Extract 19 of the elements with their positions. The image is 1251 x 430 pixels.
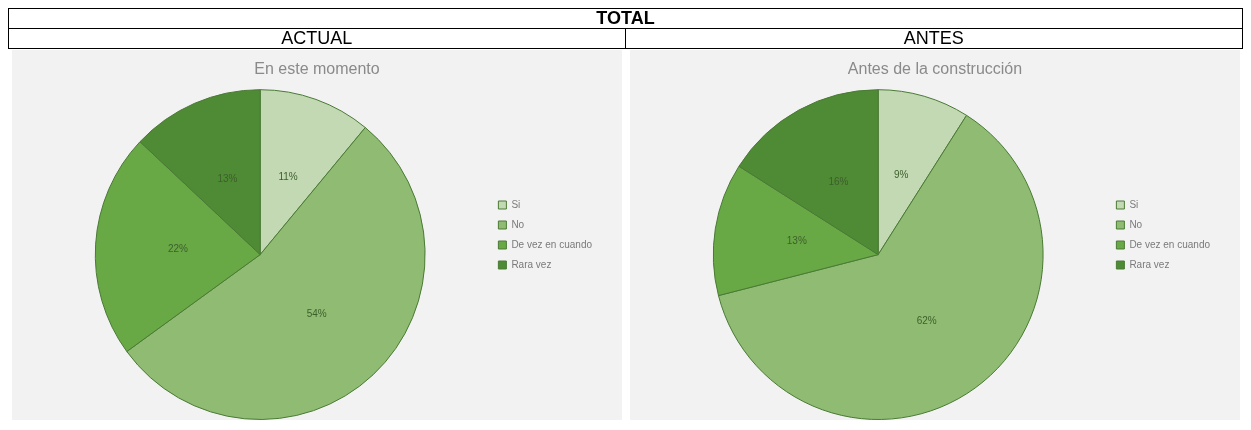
legend-label: De vez en cuando xyxy=(511,238,593,250)
data-label: 22% xyxy=(167,243,189,255)
data-label: 54% xyxy=(306,308,327,320)
text: TOTAL xyxy=(8,8,1243,29)
legend-label: Rara vez xyxy=(1128,258,1169,270)
chart-subtitle: ANTES xyxy=(625,28,1243,49)
legend-label: Rara vez xyxy=(511,258,552,270)
legend-label: No xyxy=(511,218,525,230)
legend-label: Si xyxy=(1128,198,1138,210)
chart-title: En este momento xyxy=(254,60,380,78)
legend-label: De vez en cuando xyxy=(1128,238,1210,250)
legend-label: No xyxy=(1128,218,1143,230)
data-label: 13% xyxy=(786,235,807,247)
data-label: 11% xyxy=(278,170,298,182)
data-label: 9% xyxy=(893,169,909,181)
data-label: 62% xyxy=(916,315,937,327)
legend-label: Si xyxy=(511,198,521,210)
chart-subtitle: ACTUAL xyxy=(8,28,626,49)
chart-title: Antes de la construcción xyxy=(847,60,1022,78)
